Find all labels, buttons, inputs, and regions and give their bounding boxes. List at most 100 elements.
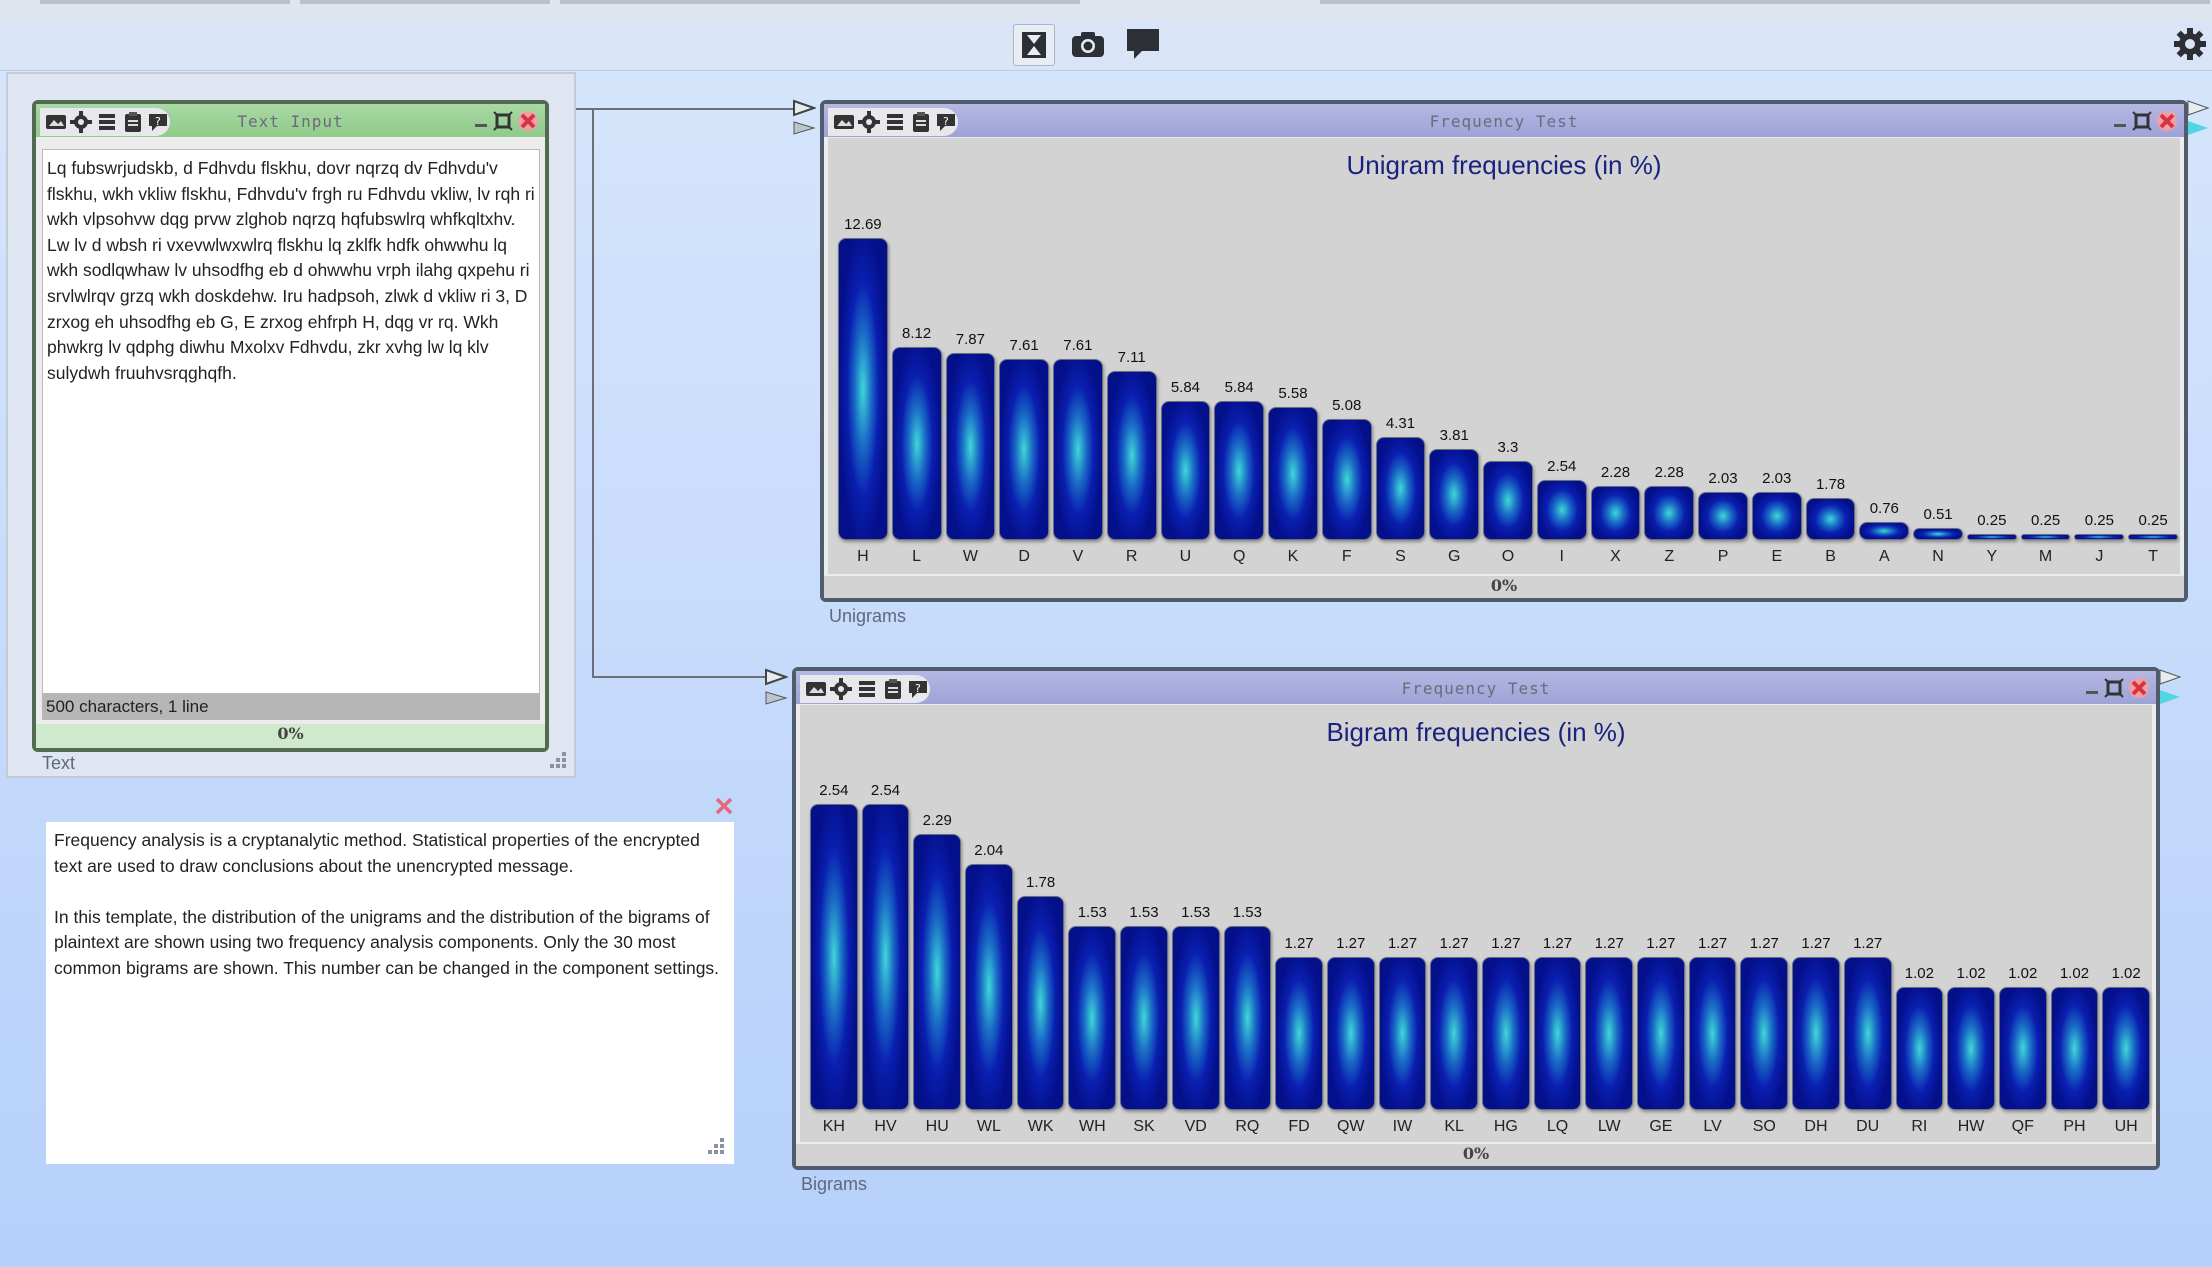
- output-arrow-icon[interactable]: [2158, 667, 2182, 707]
- bar: [1378, 957, 1427, 1110]
- bar: [1214, 401, 1265, 540]
- category-label: HW: [1957, 1118, 1985, 1135]
- bigram-chart: Bigram frequencies (in %) 2.54 KH 2.54 HV 2.…: [800, 705, 2152, 1142]
- close-icon[interactable]: [2128, 677, 2150, 699]
- gear-icon[interactable]: [830, 677, 854, 701]
- close-icon[interactable]: [517, 110, 539, 132]
- presentation-icon[interactable]: [804, 677, 828, 701]
- comment-button[interactable]: [1123, 24, 1163, 64]
- bar: [1947, 987, 1995, 1110]
- bar-value-label: 0.25: [1977, 512, 2007, 530]
- maximize-icon[interactable]: [493, 111, 513, 131]
- category-label: LW: [1597, 1118, 1621, 1135]
- category-label: F: [1341, 548, 1352, 565]
- bar-value-label: 0.51: [1923, 505, 1953, 523]
- input-arrow-icon[interactable]: [764, 667, 788, 687]
- component-label[interactable]: Text: [42, 753, 76, 773]
- close-icon[interactable]: [2156, 110, 2178, 132]
- log-icon[interactable]: [855, 677, 879, 701]
- log-icon[interactable]: [883, 110, 907, 134]
- bar: [1740, 957, 1789, 1110]
- input-arrow-icon[interactable]: [792, 98, 816, 118]
- component-label[interactable]: Bigrams: [801, 1174, 868, 1194]
- settings-button[interactable]: [2172, 24, 2208, 64]
- category-label: FD: [1288, 1118, 1310, 1135]
- log-icon[interactable]: [95, 110, 119, 134]
- category-label: Y: [1986, 548, 1998, 565]
- bar-value-label: 2.54: [1547, 457, 1577, 475]
- bar-value-label: 0.25: [2138, 512, 2168, 530]
- category-label: LQ: [1546, 1118, 1569, 1135]
- bar-value-label: 2.29: [922, 812, 952, 830]
- category-label: D: [1018, 548, 1030, 565]
- close-icon[interactable]: [714, 796, 734, 816]
- bar: [913, 834, 962, 1110]
- window-titlebar[interactable]: ? Text Input: [36, 104, 545, 137]
- clipboard-icon[interactable]: [881, 677, 905, 701]
- maximize-icon[interactable]: [2104, 678, 2124, 698]
- minimize-icon[interactable]: [473, 113, 489, 129]
- tab-stub[interactable]: [1320, 0, 2210, 4]
- plaintext-input[interactable]: Lq fubswrjudskb, d Fdhvdu flskhu, dovr n…: [42, 149, 540, 694]
- window-titlebar[interactable]: ? Frequency Test: [824, 104, 2184, 137]
- category-label: Q: [1232, 548, 1246, 565]
- output-arrow-icon[interactable]: [2186, 98, 2210, 138]
- component-label[interactable]: Unigrams: [829, 606, 907, 626]
- bar-value-label: 1.02: [2008, 965, 2038, 983]
- window-title: Frequency Test: [1401, 679, 1551, 698]
- chart-title: Unigram frequencies (in %): [1346, 150, 1662, 180]
- bar: [1536, 479, 1587, 540]
- minimize-icon[interactable]: [2112, 113, 2128, 129]
- bar-value-label: 7.61: [1009, 336, 1039, 354]
- bar: [1751, 491, 1802, 540]
- category-label: LV: [1703, 1118, 1722, 1135]
- category-label: E: [1771, 548, 1783, 565]
- screenshot-button[interactable]: [1068, 24, 1108, 64]
- presentation-icon[interactable]: [44, 110, 68, 134]
- clipboard-icon[interactable]: [909, 110, 933, 134]
- gear-icon[interactable]: [70, 110, 94, 134]
- bar-value-label: 1.02: [1956, 965, 1986, 983]
- category-label: GE: [1649, 1118, 1673, 1135]
- bar: [1321, 419, 1372, 540]
- bar-value-label: 1.27: [1542, 935, 1573, 952]
- bar-value-label: 8.12: [902, 324, 932, 342]
- category-label: WL: [976, 1118, 1001, 1135]
- play-stop-button[interactable]: [1013, 24, 1055, 66]
- help-icon[interactable]: ?: [934, 110, 958, 134]
- category-label: Z: [1664, 548, 1675, 565]
- bar: [1966, 534, 2017, 540]
- svg-text:?: ?: [915, 682, 921, 695]
- window-icon-group: ?: [800, 675, 930, 703]
- window-title: Frequency Test: [1429, 112, 1579, 131]
- presentation-icon[interactable]: [832, 110, 856, 134]
- maximize-icon[interactable]: [2132, 111, 2152, 131]
- input-arrow-icon[interactable]: [764, 690, 788, 706]
- help-icon[interactable]: ?: [906, 677, 930, 701]
- bar-value-label: 1.78: [1026, 873, 1056, 891]
- tab-stub[interactable]: [560, 0, 1080, 4]
- minimize-icon[interactable]: [2084, 680, 2100, 696]
- bar-value-label: 7.61: [1063, 336, 1093, 354]
- text-input-window[interactable]: ? Text Input Lq fubswrjudskb, d Fdhvdu f…: [32, 100, 549, 752]
- category-label: PH: [2063, 1118, 2086, 1135]
- template-description[interactable]: Frequency analysis is a cryptanalytic me…: [46, 822, 734, 1164]
- bar-value-label: 1.27: [1698, 935, 1728, 952]
- tab-stub[interactable]: [300, 0, 550, 4]
- clipboard-icon[interactable]: [121, 110, 145, 134]
- input-arrow-icon[interactable]: [792, 120, 816, 136]
- category-label: B: [1825, 548, 1836, 565]
- unigram-frequency-window[interactable]: ? Frequency Test Unigram frequencies (in…: [820, 100, 2188, 602]
- bigram-frequency-window[interactable]: ? Frequency Test Bigram frequencies (in …: [792, 667, 2160, 1170]
- bar-value-label: 7.87: [955, 330, 985, 348]
- tab-stub[interactable]: [40, 0, 290, 4]
- resize-grip-icon[interactable]: [548, 750, 570, 772]
- window-titlebar[interactable]: ? Frequency Test: [796, 671, 2156, 704]
- bar: [1998, 987, 2047, 1110]
- help-icon[interactable]: ?: [146, 110, 170, 134]
- category-label: P: [1717, 548, 1729, 565]
- gear-icon[interactable]: [858, 110, 882, 134]
- bar: [1843, 957, 1892, 1110]
- bar-value-label: 1.27: [1491, 935, 1521, 952]
- resize-grip-icon[interactable]: [708, 1136, 730, 1158]
